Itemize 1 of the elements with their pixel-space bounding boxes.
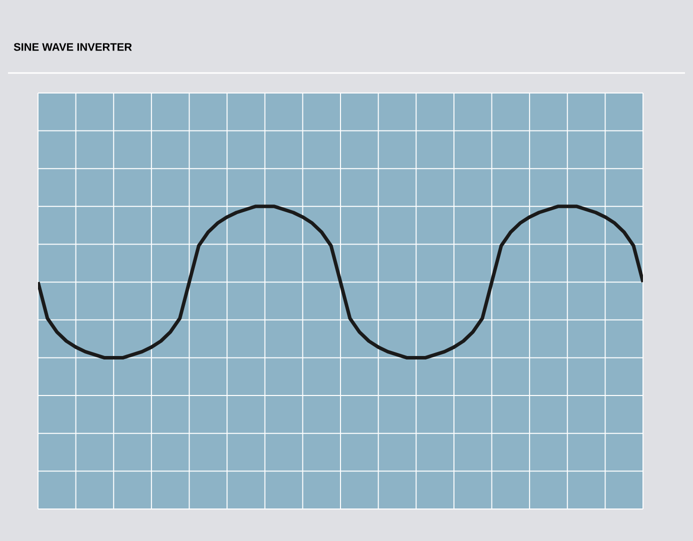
- chart-title: SINE WAVE INVERTER: [14, 43, 132, 51]
